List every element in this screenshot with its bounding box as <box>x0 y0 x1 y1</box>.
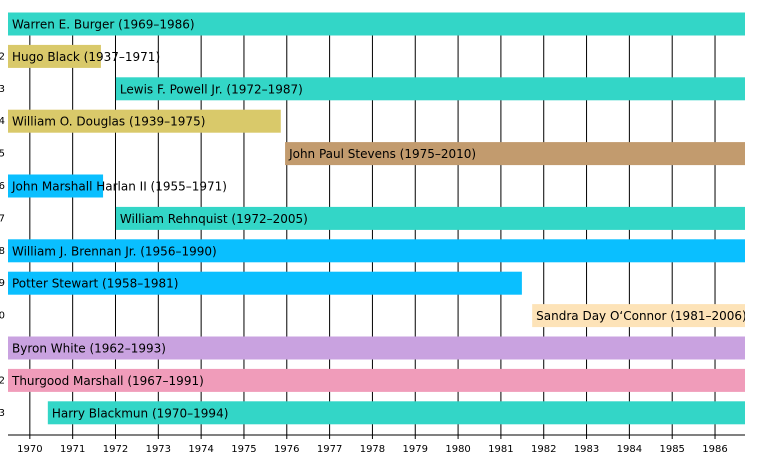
bar <box>115 77 745 101</box>
x-tick-label: 1982 <box>531 444 556 455</box>
bar-label: Byron White (1962–1993) <box>12 342 166 356</box>
bar <box>8 239 745 263</box>
row-label: 6 <box>0 181 5 192</box>
row-label: 0 <box>0 311 5 322</box>
bar <box>285 142 745 166</box>
row-label: 8 <box>0 246 5 257</box>
x-tick-label: 1985 <box>659 444 684 455</box>
row-label: 4 <box>0 116 5 127</box>
row-label: 2 <box>0 51 5 62</box>
bar-label: Thurgood Marshall (1967–1991) <box>11 374 204 388</box>
bar <box>8 44 101 68</box>
bar <box>8 12 745 36</box>
row-label: 5 <box>0 149 5 160</box>
x-tick-label: 1977 <box>317 444 342 455</box>
row-label: 3 <box>0 84 5 95</box>
bar-label: Warren E. Burger (1969–1986) <box>12 18 195 32</box>
bar <box>115 206 745 230</box>
row-label: 7 <box>0 213 5 224</box>
x-tick-label: 1978 <box>360 444 385 455</box>
bar <box>8 109 281 133</box>
x-tick-label: 1983 <box>574 444 599 455</box>
x-tick-label: 1984 <box>617 444 642 455</box>
bar-label: William O. Douglas (1939–1975) <box>12 115 205 129</box>
bar <box>8 336 745 360</box>
x-tick-label: 1980 <box>445 444 470 455</box>
x-tick-label: 1976 <box>274 444 299 455</box>
bar-label: William Rehnquist (1972–2005) <box>120 212 308 226</box>
x-tick-label: 1981 <box>488 444 513 455</box>
bar <box>8 271 522 295</box>
bar <box>8 368 745 392</box>
x-tick-label: 1986 <box>702 444 727 455</box>
bar-label: John Paul Stevens (1975–2010) <box>288 147 476 161</box>
x-tick-label: 1970 <box>17 444 42 455</box>
row-label: 9 <box>0 278 5 289</box>
x-tick-label: 1979 <box>403 444 428 455</box>
x-tick-label: 1973 <box>146 444 171 455</box>
plot-area: Warren E. Burger (1969–1986) Hugo Black (… <box>8 12 747 435</box>
bar <box>8 174 104 198</box>
bar-label: William J. Brennan Jr. (1956–1990) <box>12 244 217 258</box>
x-tick-label: 1972 <box>103 444 128 455</box>
bar-label: Potter Stewart (1958–1981) <box>12 277 178 291</box>
bar-label: Sandra Day O‘Connor (1981–2006) <box>536 309 747 323</box>
bar-label: Harry Blackmun (1970–1994) <box>52 406 229 420</box>
x-tick-label: 1975 <box>231 444 256 455</box>
x-tick-label: 1971 <box>60 444 85 455</box>
bar <box>532 304 745 328</box>
bar-label: Lewis F. Powell Jr. (1972–1987) <box>120 82 303 96</box>
bar <box>47 401 745 425</box>
x-tick-label: 1974 <box>188 444 213 455</box>
row-label: 2 <box>0 375 5 386</box>
bar-label: Hugo Black (1937–1971) <box>12 50 160 64</box>
row-label: 3 <box>0 408 5 419</box>
bar-label: John Marshall Harlan II (1955–1971) <box>11 180 227 194</box>
